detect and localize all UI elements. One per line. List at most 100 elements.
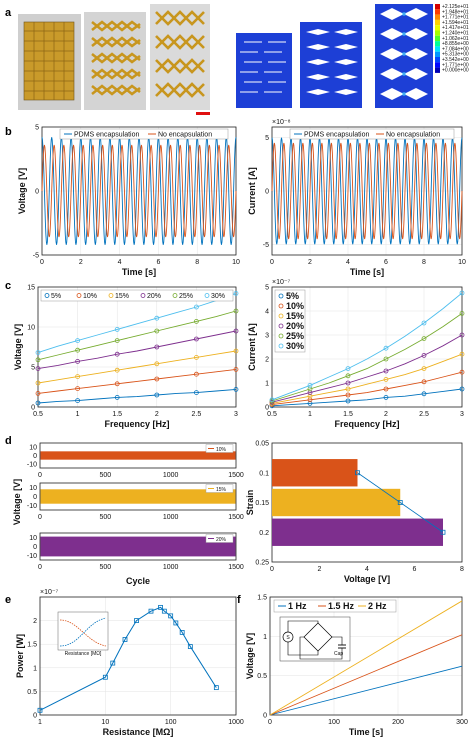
data-point [35,366,41,372]
y-axis-label: Voltage [V] [12,479,22,525]
x-tick-label: 2 [308,259,312,266]
data-point [269,397,275,403]
data-point [75,347,80,353]
x-tick-label: 6 [413,566,417,573]
data-point [154,376,160,382]
x-tick-label: 100 [328,719,340,726]
x-tick-label: 0.5 [33,411,43,418]
data-point [35,350,41,356]
data-point [114,338,120,344]
legend-label: 1.5 Hz [328,601,355,611]
data-point [345,366,351,372]
series-line [269,600,463,716]
y-tick-label: 5 [265,135,269,142]
colormap-swatch [435,67,440,73]
x-tick-label: 1000 [163,472,179,479]
data-point [75,398,80,404]
x-tick-label: 0 [38,514,42,521]
panel-label-e: e [5,594,11,606]
y-tick-label: 0 [31,405,35,412]
y-tick-label: 0.15 [255,500,269,507]
y-tick-label: 3 [265,333,269,340]
data-point [168,613,174,619]
colormap-swatch [435,57,440,63]
series-line [37,350,237,384]
x-tick-label: 200 [392,719,404,726]
data-point [35,357,41,363]
y-tick-label: 1 [263,634,267,641]
data-point [114,394,120,400]
x-tick-label: 10 [232,259,240,266]
series-line [41,144,237,238]
series-line [269,665,463,716]
data-point [233,348,239,354]
x-tick-label: 0 [270,259,274,266]
legend-label: 20% [216,537,227,543]
colormap-label: +5.313e+00 [442,52,469,58]
legend-label: 5% [286,291,299,301]
data-point [172,293,178,298]
data-point [421,352,427,358]
panel-label-b: b [5,126,12,138]
y-tick-label: 1.5 [27,642,37,649]
series-line [269,634,463,716]
y-tick-label: 0.5 [27,689,37,696]
y-axis-label: Strain [245,490,255,516]
x-axis-label: Cycle [126,576,150,586]
data-point [154,392,160,398]
trend-line [357,472,444,533]
x-tick-label: 6 [156,259,160,266]
legend-label: PDMS encapsulation [74,132,139,139]
data-point [76,293,82,298]
data-point [345,373,351,379]
data-point [173,620,179,626]
cycle-band [40,536,236,557]
data-point [187,644,193,649]
y-axis-label: Voltage [V] [245,633,255,679]
x-tick-label: 3 [234,411,238,418]
data-point [440,529,446,535]
series-line [271,292,463,401]
colormap-swatch [435,51,440,57]
capacitor-label: Cap [334,651,343,657]
y-axis-label: Voltage [V] [13,324,23,370]
colormap-legend: +2.125e+01+1.948e+01+1.771e+01+1.594e+01… [435,4,469,74]
x-tick-label: 500 [99,564,111,571]
chart-f-charging: 0 100 200 300 0 0.5 1 1.5 Time [s] Voltage [V] 1 H… [245,595,468,738]
scale-bar [196,112,210,115]
y-axis-label: Current [A] [247,167,257,215]
y-tick-label: 1 [265,381,269,388]
legend-label: PDMS encapsulation [304,132,369,139]
chart-c-voltage: 0.5 1 1.5 2 2.5 3 0 5 10 15 Frequency [Hz] Voltage … [13,285,239,429]
data-point [233,386,239,392]
legend-label: No encapsulation [386,132,440,139]
legend-box [40,289,234,302]
chart-d-strain-bars: 0 2 4 6 8 0.05 0.1 0.15 0.2 0.25 Voltage [V] Strain [245,441,464,585]
data-point [44,293,50,298]
x-tick-label: 3 [460,411,464,418]
y-tick-label: 0 [33,453,37,460]
chart-e-power: 1 10 100 1000 0 0.5 1 1.5 2 Resistance [MΩ] Power … [15,589,244,737]
bar [272,459,358,487]
data-point [75,338,80,344]
colormap-swatch [435,4,440,10]
series-line [37,368,237,394]
x-tick-label: 1 [308,411,312,418]
y-tick-label: 0 [33,494,37,501]
data-point [114,326,120,332]
colormap-label: +1.062e+01 [442,36,469,42]
x-axis-label: Voltage [V] [344,574,390,584]
plot-frame [39,442,237,469]
x-tick-label: 0 [270,566,274,573]
axis-exponent: ×10⁻⁷ [40,589,59,596]
colormap-swatch [435,62,440,68]
x-tick-label: 2 [155,411,159,418]
x-tick-label: 0 [268,719,272,726]
data-point [459,369,465,375]
y-axis-label: Voltage [V] [17,168,27,214]
series-line [37,330,237,370]
x-tick-label: 4 [346,259,350,266]
colormap-label: +1.594e+01 [442,20,469,26]
colormap-label: +3.542e+00 [442,57,469,63]
